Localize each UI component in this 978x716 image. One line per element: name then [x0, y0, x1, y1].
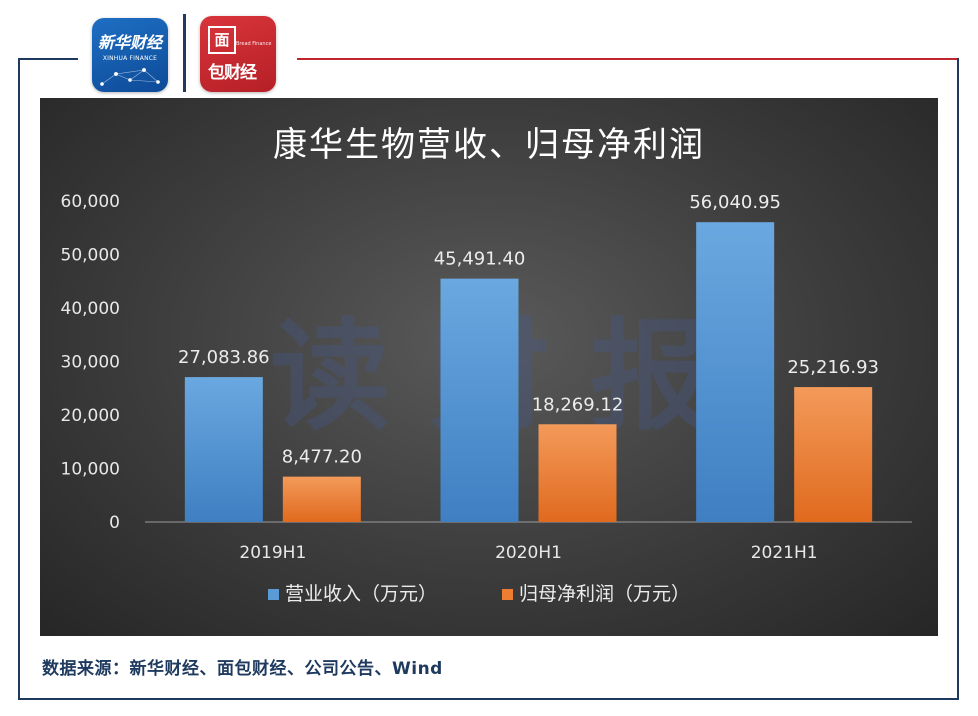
data-label-net-profit: 25,216.93 — [787, 357, 879, 378]
y-tick-label: 50,000 — [61, 246, 120, 266]
frame-right-line — [957, 58, 959, 700]
x-tick-label: 2019H1 — [239, 543, 306, 563]
xinhua-logo-subtitle: XINHUA FINANCE — [102, 55, 158, 62]
mianbao-logo-mark: 面 — [208, 26, 236, 54]
legend-label-net-profit: 归母净利润（万元） — [519, 583, 690, 605]
y-tick-label: 40,000 — [61, 299, 120, 319]
x-tick-label: 2020H1 — [495, 543, 562, 563]
y-tick-label: 30,000 — [61, 353, 120, 373]
chart-title: 康华生物营收、归母净利润 — [273, 125, 705, 165]
bar-net-profit-2020h1 — [538, 424, 617, 522]
y-tick-label: 60,000 — [61, 192, 120, 212]
bar-net-profit-2021h1 — [794, 387, 873, 522]
data-label-revenue: 56,040.95 — [689, 192, 781, 213]
bar-revenue-2021h1 — [696, 222, 775, 522]
frame-left-line — [18, 58, 20, 700]
chart-panel: 读财报 康华生物营收、归母净利润 010,00020,00030,00040,0… — [40, 98, 938, 636]
data-label-revenue: 45,491.40 — [434, 249, 526, 270]
bar-net-profit-2019h1 — [282, 476, 361, 522]
xinhua-finance-logo: 新华财经 XINHUA FINANCE — [92, 18, 168, 92]
data-label-net-profit: 18,269.12 — [532, 394, 624, 415]
legend-swatch-revenue — [268, 589, 279, 600]
x-tick-label: 2021H1 — [751, 543, 818, 563]
bar-revenue-2020h1 — [440, 278, 519, 522]
legend-swatch-net-profit — [502, 589, 513, 600]
bar-chart: 读财报 康华生物营收、归母净利润 010,00020,00030,00040,0… — [61, 125, 912, 605]
frame-bottom-line — [18, 698, 959, 700]
mianbao-logo-text: 包财经 — [208, 63, 257, 83]
bar-revenue-2019h1 — [184, 377, 263, 522]
y-tick-label: 0 — [109, 513, 120, 533]
network-dots-icon — [100, 67, 160, 86]
mianbao-finance-logo: 面 Bread Finance 包财经 — [200, 16, 276, 92]
data-label-revenue: 27,083.86 — [178, 347, 270, 368]
logo-divider — [183, 14, 186, 92]
legend-label-revenue: 营业收入（万元） — [285, 583, 437, 605]
xinhua-logo-title: 新华财经 — [97, 33, 162, 52]
data-label-net-profit: 8,477.20 — [282, 447, 362, 468]
frame-top-left-line — [18, 58, 78, 60]
data-source-note: 数据来源：新华财经、面包财经、公司公告、Wind — [42, 659, 443, 679]
mianbao-logo-english: Bread Finance — [236, 41, 272, 47]
frame-top-right-line — [297, 58, 959, 60]
y-tick-label: 20,000 — [61, 406, 120, 426]
y-tick-label: 10,000 — [61, 460, 120, 480]
